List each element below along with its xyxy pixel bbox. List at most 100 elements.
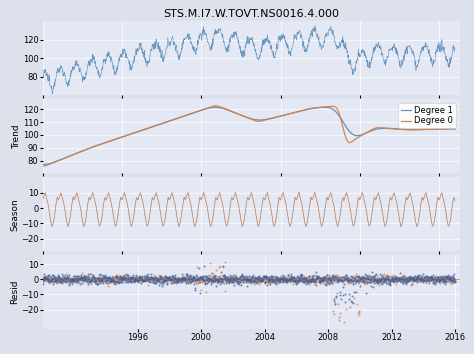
Point — [356, 283, 364, 289]
Point — [169, 273, 177, 279]
Point — [321, 278, 328, 284]
Point — [416, 272, 423, 278]
Point — [184, 274, 192, 279]
Point — [371, 278, 379, 284]
Point — [178, 278, 186, 284]
Point — [320, 274, 328, 280]
Point — [437, 277, 444, 282]
Point — [222, 276, 229, 282]
Point — [195, 275, 202, 281]
Point — [58, 278, 66, 284]
Point — [301, 276, 308, 282]
Point — [238, 275, 246, 280]
Point — [288, 275, 295, 280]
Point — [94, 279, 101, 284]
Point — [350, 277, 358, 283]
Point — [155, 274, 163, 280]
Point — [408, 275, 415, 281]
Point — [173, 278, 180, 284]
Point — [304, 277, 312, 282]
Point — [364, 275, 372, 281]
Point — [365, 276, 373, 282]
Point — [214, 276, 222, 282]
Point — [363, 280, 371, 286]
Point — [180, 277, 187, 283]
Point — [345, 276, 352, 282]
Point — [105, 280, 112, 286]
Point — [441, 279, 449, 285]
Point — [209, 279, 217, 284]
Point — [398, 277, 405, 282]
Point — [85, 275, 92, 280]
Point — [207, 277, 215, 283]
Point — [249, 276, 257, 282]
Point — [192, 272, 200, 278]
Point — [272, 275, 280, 281]
Point — [398, 276, 406, 281]
Point — [280, 275, 288, 281]
Point — [449, 275, 457, 281]
Point — [319, 276, 326, 282]
Point — [189, 273, 197, 279]
Point — [120, 275, 128, 281]
Point — [411, 277, 419, 283]
Point — [185, 275, 192, 281]
Point — [412, 276, 420, 282]
Point — [47, 274, 55, 280]
Point — [400, 277, 407, 283]
Point — [394, 276, 402, 282]
Point — [358, 275, 365, 281]
Point — [273, 274, 281, 280]
Point — [283, 277, 290, 283]
Point — [123, 274, 131, 279]
Point — [250, 278, 258, 284]
Point — [273, 274, 281, 280]
Point — [338, 278, 346, 284]
Point — [195, 279, 202, 284]
Point — [228, 278, 236, 283]
Point — [284, 277, 292, 283]
Point — [283, 279, 291, 284]
Point — [128, 278, 135, 283]
Point — [201, 278, 209, 283]
Point — [164, 276, 172, 282]
Point — [189, 275, 197, 281]
Point — [173, 276, 181, 281]
Point — [148, 276, 156, 282]
Point — [147, 276, 155, 281]
Point — [275, 280, 283, 285]
Point — [427, 276, 435, 281]
Point — [353, 278, 361, 284]
Point — [302, 278, 310, 283]
Point — [102, 275, 110, 280]
Point — [370, 280, 378, 286]
Point — [376, 277, 384, 282]
Point — [434, 275, 442, 280]
Point — [96, 280, 103, 285]
Point — [91, 274, 98, 279]
Point — [443, 275, 451, 280]
Point — [379, 277, 386, 283]
Point — [63, 279, 70, 285]
Point — [381, 276, 389, 282]
Point — [392, 273, 399, 279]
Point — [323, 279, 331, 285]
Point — [49, 272, 57, 278]
Point — [141, 277, 148, 283]
Point — [260, 278, 267, 283]
Point — [53, 275, 61, 281]
Point — [243, 276, 250, 282]
Point — [283, 277, 291, 282]
Point — [373, 275, 381, 281]
Point — [158, 276, 166, 281]
Point — [153, 276, 160, 282]
Point — [297, 273, 305, 278]
Point — [382, 278, 389, 283]
Point — [180, 278, 188, 284]
Point — [290, 278, 297, 284]
Point — [86, 272, 94, 277]
Point — [67, 275, 75, 281]
Point — [372, 276, 379, 282]
Point — [451, 278, 459, 284]
Point — [341, 291, 348, 297]
